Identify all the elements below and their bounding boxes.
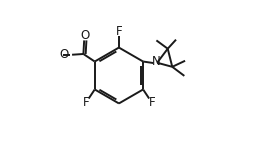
Text: N: N [152,55,160,68]
Text: O: O [59,48,69,61]
Text: F: F [116,25,122,38]
Text: F: F [149,96,155,109]
Text: O: O [81,29,90,42]
Text: F: F [83,96,89,109]
